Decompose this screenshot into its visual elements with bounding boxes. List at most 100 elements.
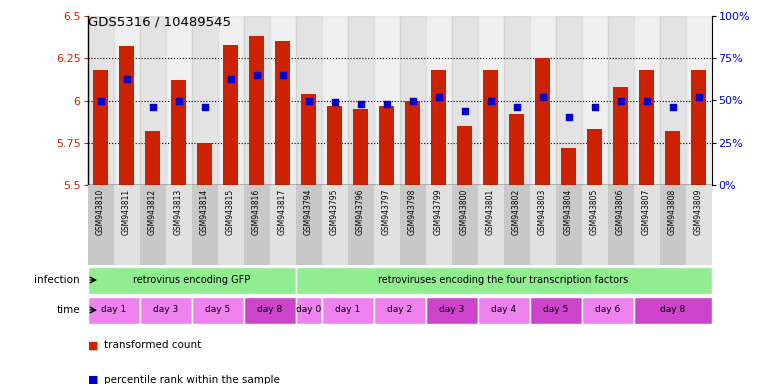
Bar (660, 16, 686, 185)
Bar (348, 16, 374, 185)
Text: GSM943802: GSM943802 (512, 189, 521, 235)
Bar (353, 109, 368, 185)
Bar (269, 16, 295, 185)
Bar (431, 70, 446, 185)
Bar (244, 296, 295, 323)
Text: infection: infection (34, 275, 80, 285)
Point (614, 98, 626, 104)
Point (667, 104, 679, 110)
Point (406, 98, 419, 104)
Text: transformed count: transformed count (104, 340, 202, 350)
Point (329, 99, 341, 105)
Text: GSM943805: GSM943805 (590, 189, 599, 235)
Bar (295, 266, 712, 293)
Text: GSM943801: GSM943801 (486, 189, 495, 235)
Point (146, 104, 158, 110)
Bar (348, 185, 374, 265)
Bar (451, 185, 478, 265)
Bar (478, 296, 530, 323)
Bar (322, 16, 348, 185)
Point (302, 98, 314, 104)
Text: GSM943798: GSM943798 (408, 189, 417, 235)
Point (120, 76, 132, 82)
Bar (301, 94, 316, 185)
Bar (686, 16, 712, 185)
Text: retroviruses encoding the four transcription factors: retroviruses encoding the four transcrip… (378, 275, 629, 285)
Bar (374, 185, 400, 265)
Text: day 5: day 5 (543, 306, 568, 314)
Text: ■: ■ (88, 375, 98, 384)
Point (94, 98, 107, 104)
Point (432, 94, 444, 100)
Text: day 1: day 1 (101, 306, 126, 314)
Bar (562, 148, 575, 185)
Text: GSM943814: GSM943814 (200, 189, 209, 235)
Bar (244, 185, 269, 265)
Bar (639, 70, 654, 185)
Bar (425, 296, 478, 323)
Text: GSM943815: GSM943815 (226, 189, 235, 235)
Bar (665, 131, 680, 185)
Point (537, 94, 549, 100)
Bar (374, 296, 425, 323)
Text: GSM943803: GSM943803 (538, 189, 547, 235)
Bar (327, 106, 342, 185)
Point (511, 104, 523, 110)
Bar (113, 185, 139, 265)
Bar (322, 296, 374, 323)
Bar (425, 185, 451, 265)
Bar (530, 16, 556, 185)
Point (458, 108, 470, 114)
Text: ■: ■ (88, 340, 98, 350)
Point (485, 98, 497, 104)
Bar (295, 16, 322, 185)
Bar (192, 185, 218, 265)
Bar (425, 16, 451, 185)
Bar (139, 185, 166, 265)
Bar (504, 16, 530, 185)
Bar (587, 129, 602, 185)
Bar (400, 16, 425, 185)
Text: day 3: day 3 (439, 306, 464, 314)
Bar (483, 70, 498, 185)
Point (641, 98, 653, 104)
Bar (581, 296, 633, 323)
Point (250, 72, 263, 78)
Text: retrovirus encoding GFP: retrovirus encoding GFP (133, 275, 250, 285)
Text: GSM943806: GSM943806 (616, 189, 625, 235)
Bar (380, 106, 393, 185)
Bar (139, 16, 166, 185)
Bar (166, 185, 192, 265)
Bar (139, 296, 192, 323)
Bar (88, 16, 113, 185)
Bar (88, 185, 113, 265)
Text: GSM943809: GSM943809 (694, 189, 703, 235)
Text: GDS5316 / 10489545: GDS5316 / 10489545 (88, 15, 231, 28)
Point (380, 101, 393, 107)
Text: GSM943810: GSM943810 (96, 189, 105, 235)
Text: day 2: day 2 (387, 306, 412, 314)
Bar (509, 114, 524, 185)
Text: GSM943796: GSM943796 (356, 189, 365, 235)
Bar (171, 80, 186, 185)
Bar (556, 16, 581, 185)
Text: GSM943807: GSM943807 (642, 189, 651, 235)
Point (588, 104, 600, 110)
Bar (536, 58, 549, 185)
Bar (613, 87, 628, 185)
Bar (457, 126, 472, 185)
Point (173, 98, 185, 104)
Text: day 8: day 8 (257, 306, 282, 314)
Point (355, 101, 367, 107)
Text: GSM943799: GSM943799 (434, 189, 443, 235)
Text: day 0: day 0 (296, 306, 321, 314)
Text: GSM943797: GSM943797 (382, 189, 391, 235)
Bar (113, 16, 139, 185)
Text: GSM943794: GSM943794 (304, 189, 313, 235)
Bar (322, 185, 348, 265)
Text: day 3: day 3 (153, 306, 178, 314)
Text: time: time (56, 305, 80, 315)
Bar (224, 45, 237, 185)
Bar (275, 41, 290, 185)
Bar (295, 185, 322, 265)
